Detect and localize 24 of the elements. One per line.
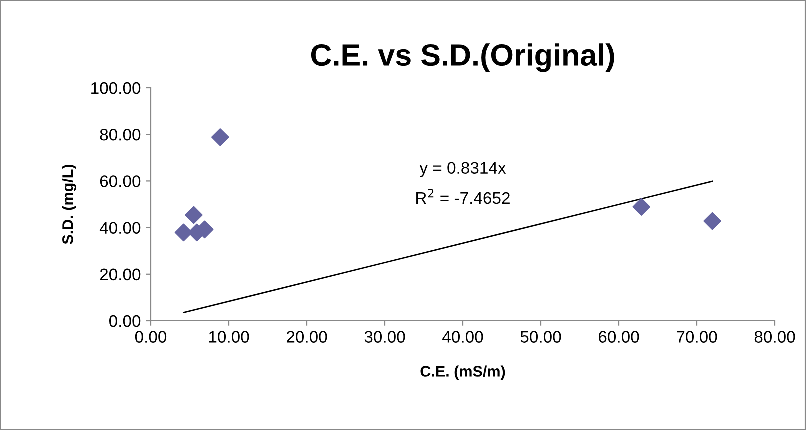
annotation: R$^{2}$ = -7.4652: [416, 188, 510, 204]
point: [632, 198, 651, 216]
chart-title: C.E. vs S.D.(Original): [311, 44, 614, 72]
y-tick-label: 0.00: [109, 315, 141, 328]
x-tick-label: 10.00: [209, 331, 250, 343]
y-tick-label: 80.00: [100, 129, 141, 141]
x-tick-label: 20.00: [286, 331, 328, 343]
x-tick-label: 60.00: [598, 331, 640, 343]
point: [212, 128, 230, 146]
y-tick-label: 100.00: [92, 82, 141, 94]
y-axis-title: S.D. (mg/L): [62, 164, 76, 244]
annotation: y = 0.8314x: [420, 162, 506, 178]
y-tick-label: 40.00: [100, 222, 141, 234]
x-tick-label: 50.00: [520, 331, 562, 343]
x-tick-label: 70.00: [677, 331, 718, 343]
x-tick-label: 0.00: [135, 331, 167, 343]
point: [184, 206, 203, 224]
x-tick-label: 30.00: [364, 331, 406, 343]
x-axis-title: C.E. (mS/m): [420, 366, 506, 380]
x-tick-label: 80.00: [754, 331, 796, 343]
x-tick-label: 40.00: [442, 331, 484, 343]
y-tick-label: 20.00: [100, 268, 141, 281]
y-tick-label: 60.00: [100, 176, 141, 188]
point: [704, 212, 722, 230]
